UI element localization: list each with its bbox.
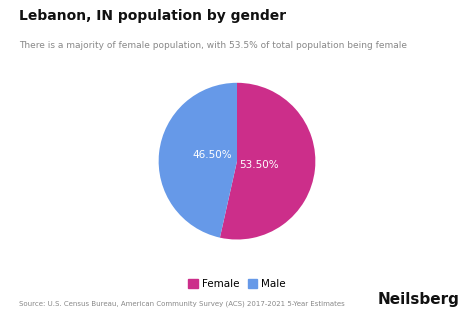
Text: Source: U.S. Census Bureau, American Community Survey (ACS) 2017-2021 5-Year Est: Source: U.S. Census Bureau, American Com…	[19, 300, 345, 307]
Text: Lebanon, IN population by gender: Lebanon, IN population by gender	[19, 9, 286, 23]
Legend: Female, Male: Female, Male	[188, 279, 286, 289]
Text: There is a majority of female population, with 53.5% of total population being f: There is a majority of female population…	[19, 41, 407, 50]
Wedge shape	[159, 83, 237, 238]
Text: 46.50%: 46.50%	[192, 150, 232, 160]
Text: 53.50%: 53.50%	[239, 160, 279, 170]
Wedge shape	[220, 83, 315, 240]
Text: Neilsberg: Neilsberg	[378, 292, 460, 307]
